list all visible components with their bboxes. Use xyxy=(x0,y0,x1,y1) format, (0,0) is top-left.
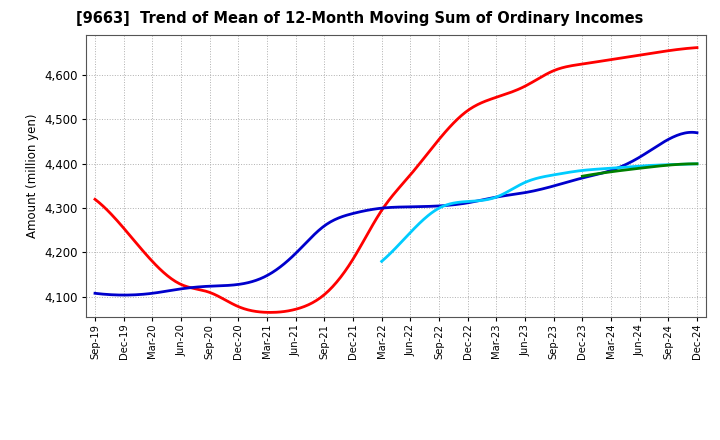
Text: [9663]  Trend of Mean of 12-Month Moving Sum of Ordinary Incomes: [9663] Trend of Mean of 12-Month Moving … xyxy=(76,11,644,26)
Legend: 3 Years, 5 Years, 7 Years, 10 Years: 3 Years, 5 Years, 7 Years, 10 Years xyxy=(177,434,615,440)
Y-axis label: Amount (million yen): Amount (million yen) xyxy=(26,114,39,238)
